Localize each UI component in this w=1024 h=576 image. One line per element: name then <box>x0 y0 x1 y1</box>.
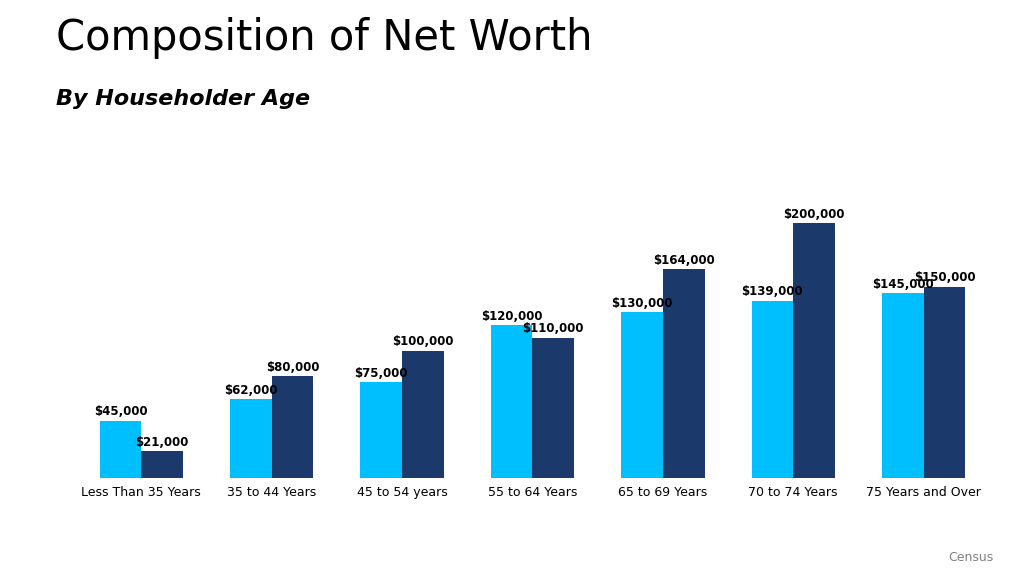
Text: Census: Census <box>948 551 993 564</box>
Bar <box>752 301 794 478</box>
Text: Composition of Net Worth: Composition of Net Worth <box>56 17 593 59</box>
Text: $100,000: $100,000 <box>392 335 454 348</box>
Bar <box>924 287 966 478</box>
Bar <box>490 325 532 478</box>
Bar <box>794 223 835 478</box>
Bar <box>99 420 141 478</box>
Bar <box>141 452 183 478</box>
Text: $110,000: $110,000 <box>522 323 584 335</box>
Legend: Equity in Own Home, Rental Property Equity: Equity in Own Home, Rental Property Equi… <box>369 574 696 576</box>
Bar <box>360 382 402 478</box>
Text: $164,000: $164,000 <box>653 253 715 267</box>
Text: $150,000: $150,000 <box>913 271 975 285</box>
Text: $21,000: $21,000 <box>135 436 188 449</box>
Bar <box>230 399 271 478</box>
Text: $145,000: $145,000 <box>871 278 934 291</box>
Text: $200,000: $200,000 <box>783 207 845 221</box>
Bar <box>402 351 443 478</box>
Bar <box>882 293 924 478</box>
Text: $120,000: $120,000 <box>481 309 543 323</box>
Text: $130,000: $130,000 <box>611 297 673 310</box>
Text: $45,000: $45,000 <box>93 405 147 418</box>
Text: By Householder Age: By Householder Age <box>56 89 310 109</box>
Bar <box>622 312 663 478</box>
Text: $80,000: $80,000 <box>266 361 319 374</box>
Text: $139,000: $139,000 <box>741 285 803 298</box>
Bar <box>271 376 313 478</box>
Bar <box>532 338 574 478</box>
Text: $75,000: $75,000 <box>354 367 408 380</box>
Text: $62,000: $62,000 <box>224 384 278 396</box>
Bar <box>663 269 705 478</box>
